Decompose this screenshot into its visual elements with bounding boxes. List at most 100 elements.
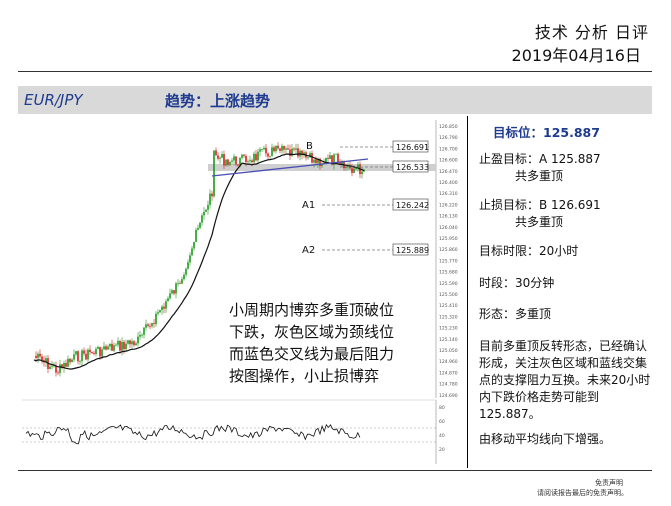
candle-body	[199, 222, 201, 228]
candle-body	[115, 344, 117, 346]
candle-body	[201, 215, 203, 223]
price-tick: 126.470	[439, 169, 458, 175]
candle-body	[81, 350, 83, 362]
candle-body	[195, 229, 197, 242]
candle-body	[179, 283, 181, 285]
price-tick: 125.590	[439, 281, 458, 287]
note-line: 而蓝色交叉线为最后阻力	[229, 345, 395, 363]
oscillator-ticks: 80 60 40 20	[439, 405, 445, 453]
label-a2: A2	[302, 245, 315, 256]
candle-body	[75, 351, 77, 355]
candle-body	[151, 323, 153, 327]
chart-note: 小周期内博弈多重顶破位 下跌，灰色区域为颈线位 而蓝色交叉线为最后阻力 按图操作…	[229, 299, 394, 387]
candle-body	[229, 161, 231, 165]
candle-body	[329, 155, 331, 159]
candle-body	[173, 290, 175, 294]
candle-body	[363, 169, 365, 172]
bottom-divider	[18, 470, 652, 471]
osc-tick: 20	[439, 447, 445, 453]
candle-body	[289, 149, 291, 156]
price-tick: 125.320	[439, 314, 458, 320]
candle-body	[133, 341, 135, 346]
candle-body	[141, 334, 143, 336]
candle-body	[91, 352, 93, 354]
analysis-text: 目前多重顶反转形态，已经确认形成，关注灰色区域和蓝线交集点的支撑阻力互换。未来2…	[479, 339, 651, 421]
candle-body	[295, 148, 297, 150]
candle-body	[171, 290, 173, 294]
price-tick: 125.050	[439, 348, 458, 354]
oscillator-line	[25, 423, 361, 445]
level-b-value: 126.691	[396, 143, 429, 152]
candle-body	[109, 343, 111, 347]
disclaimer-text: 请阅读报告最后的免责声明。	[537, 489, 628, 497]
top-divider	[18, 71, 652, 72]
candle-body	[83, 350, 85, 354]
candle-body	[355, 167, 357, 169]
candle-body	[191, 248, 193, 256]
candle-body	[101, 349, 103, 357]
price-axis-ticks: 126.850 126.790 126.700 126.600 126.470 126.4…	[439, 124, 458, 399]
candle-body	[105, 346, 107, 350]
level-b-box	[392, 140, 429, 153]
candle-body	[239, 157, 241, 166]
price-tick: 124.960	[439, 359, 458, 365]
candle-body	[301, 150, 303, 156]
candle-body	[219, 157, 221, 159]
candle-body	[99, 347, 101, 357]
candle-body	[323, 162, 325, 164]
candle-body	[37, 353, 39, 358]
blue-trend-line	[211, 158, 369, 177]
candle-body	[57, 372, 59, 374]
candle-body	[135, 343, 137, 346]
candle-body	[51, 365, 53, 367]
candle-body	[107, 346, 109, 350]
candle-body	[357, 164, 359, 168]
candle-body	[103, 346, 105, 350]
price-tick: 125.860	[439, 247, 458, 253]
note-line: 小周期内博弈多重顶破位	[229, 301, 395, 319]
candle-body	[159, 310, 161, 313]
price-tick: 126.040	[439, 225, 458, 231]
candle-body	[347, 166, 349, 167]
candle-body	[351, 168, 353, 173]
candle-body	[85, 353, 87, 360]
candle-body	[53, 365, 55, 367]
candle-body	[243, 154, 245, 156]
candle-body	[277, 145, 279, 149]
candle-body	[153, 323, 155, 325]
candle-body	[145, 324, 147, 328]
price-tick: 126.400	[439, 180, 458, 186]
candle-body	[89, 349, 91, 353]
candle-body	[55, 365, 57, 373]
take-profit-pattern: 共多重顶	[515, 169, 564, 183]
level-a2-value: 125.889	[396, 246, 429, 255]
candle-body	[69, 358, 71, 363]
time-limit: 目标时限：20小时	[479, 244, 579, 258]
candle-body	[281, 145, 283, 151]
stop-loss-label: 止损目标：B 126.691	[479, 198, 601, 212]
price-tick: 125.500	[439, 292, 458, 298]
candle-body	[165, 301, 167, 309]
osc-tick: 40	[439, 433, 445, 439]
candle-body	[177, 283, 179, 285]
candle-body	[313, 159, 315, 163]
candle-body	[61, 364, 63, 368]
candle-body	[45, 358, 47, 363]
candle-body	[41, 356, 43, 361]
price-tick: 126.310	[439, 191, 458, 197]
price-tick: 126.850	[439, 124, 458, 130]
price-chart: 126.850 126.790 126.700 126.600 126.470 126.4…	[18, 116, 465, 468]
price-tick: 126.790	[439, 135, 458, 141]
candle-body	[335, 153, 337, 155]
candle-body	[253, 153, 255, 163]
disclaimer-title: 免责声明	[595, 479, 623, 487]
price-tick: 125.140	[439, 337, 458, 343]
period: 时段：30分钟	[479, 276, 555, 290]
candle-body	[65, 363, 67, 367]
candle-body	[261, 149, 263, 151]
price-tick: 126.220	[439, 202, 458, 208]
candle-body	[119, 340, 121, 351]
label-b: B	[306, 141, 313, 152]
pattern: 形态：多重顶	[479, 307, 552, 321]
candle-body	[131, 341, 133, 345]
